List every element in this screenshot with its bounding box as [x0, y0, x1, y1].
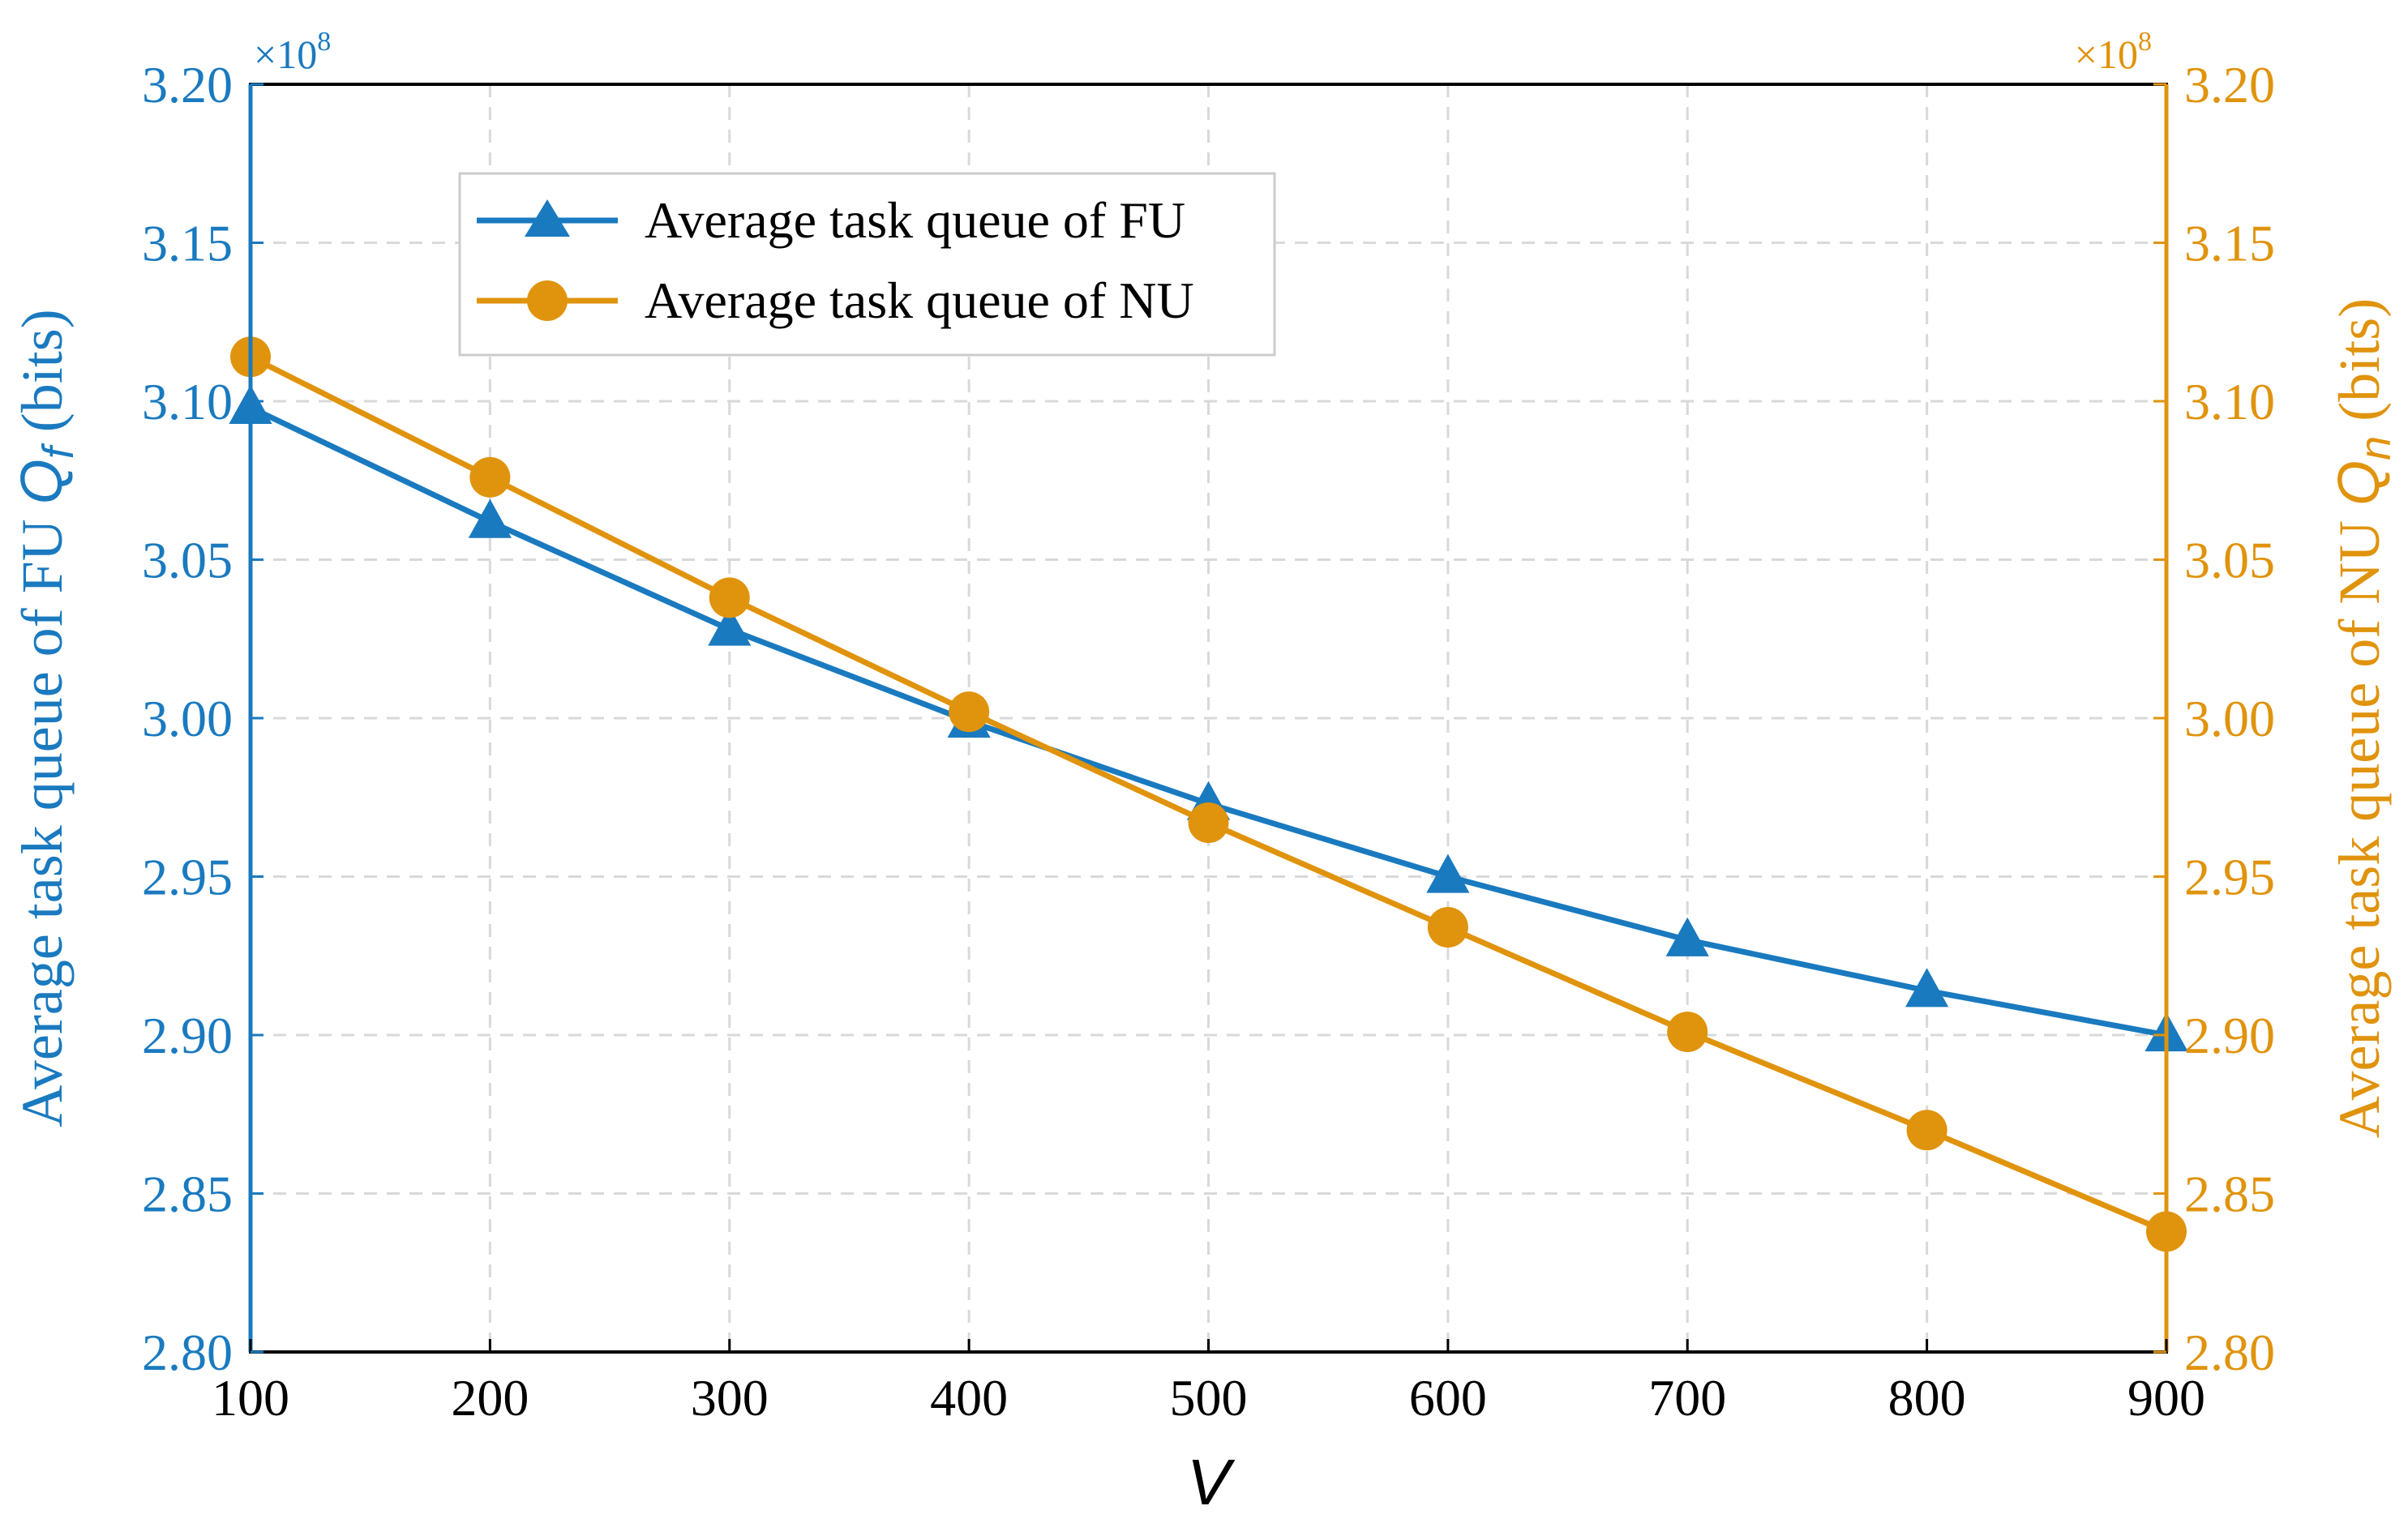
x-tick-label: 300: [691, 1369, 769, 1427]
fu-data-point: [1905, 968, 1949, 1007]
right-y-tick-label: 3.05: [2184, 532, 2275, 589]
legend-entry-nu: Average task queue of NU: [477, 272, 1194, 329]
tick-layer: 100 200 300 400 500 600 700 800 9002.802.852.902…: [142, 56, 2275, 1427]
fu-data-point: [1426, 853, 1470, 893]
left-y-tick-label: 2.85: [142, 1166, 233, 1223]
nu-data-point: [469, 456, 511, 498]
x-axis-label: V: [1187, 1446, 1236, 1518]
nu-data-point: [1667, 1012, 1708, 1053]
right-y-tick-label: 3.15: [2184, 215, 2275, 272]
left-y-axis-label: Average task queue of FU Qf (bits): [10, 309, 86, 1127]
fu-data-point: [1665, 917, 1709, 956]
x-tick-label: 700: [1648, 1369, 1726, 1427]
right-axis-multiplier: ×108: [2075, 27, 2152, 77]
left-axis-multiplier: ×108: [254, 27, 331, 77]
legend-box: [458, 172, 1276, 357]
right-y-tick-label: 3.20: [2184, 56, 2275, 113]
x-tick-label: 100: [212, 1369, 289, 1427]
left-y-tick-label: 3.10: [142, 373, 233, 430]
legend-label-nu: Average task queue of NU: [645, 272, 1194, 329]
x-tick-label: 500: [1170, 1369, 1248, 1427]
left-y-tick-label: 3.05: [142, 532, 233, 589]
x-tick-label: 200: [451, 1369, 529, 1427]
fu-data-point: [708, 606, 752, 646]
x-tick-label: 600: [1409, 1369, 1487, 1427]
right-y-tick-label: 2.95: [2184, 849, 2275, 906]
left-y-tick-label: 3.20: [142, 56, 233, 113]
legend-circle-marker: [527, 280, 568, 321]
nu-data-point: [949, 691, 990, 733]
nu-data-point: [1427, 907, 1468, 948]
x-tick-label: 800: [1888, 1369, 1966, 1427]
legend-triangle-marker: [525, 199, 570, 237]
left-y-tick-label: 2.80: [142, 1324, 233, 1381]
legend: Average task queue of FU Average task qu…: [458, 172, 1276, 357]
left-y-tick-label: 2.90: [142, 1007, 233, 1064]
fu-data-point: [468, 498, 512, 538]
nu-data-point: [1188, 802, 1229, 844]
legend-entry-fu: Average task queue of FU: [477, 191, 1185, 249]
legend-label-fu: Average task queue of FU: [645, 191, 1185, 249]
right-y-tick-label: 2.85: [2184, 1166, 2275, 1223]
nu-data-point: [1906, 1110, 1947, 1151]
right-y-tick-label: 2.80: [2184, 1324, 2275, 1381]
left-y-tick-label: 3.00: [142, 690, 233, 747]
x-tick-label: 400: [930, 1369, 1008, 1427]
right-y-tick-label: 3.00: [2184, 690, 2275, 747]
right-y-tick-label: 2.90: [2184, 1007, 2275, 1064]
left-y-tick-label: 2.95: [142, 849, 233, 906]
right-y-tick-label: 3.10: [2184, 373, 2275, 430]
nu-data-point: [709, 577, 750, 618]
left-y-tick-label: 3.15: [142, 215, 233, 272]
x-tick-label: 900: [2127, 1369, 2205, 1427]
right-y-axis-label: Average task queue of NU Qn (bits): [2327, 298, 2403, 1138]
